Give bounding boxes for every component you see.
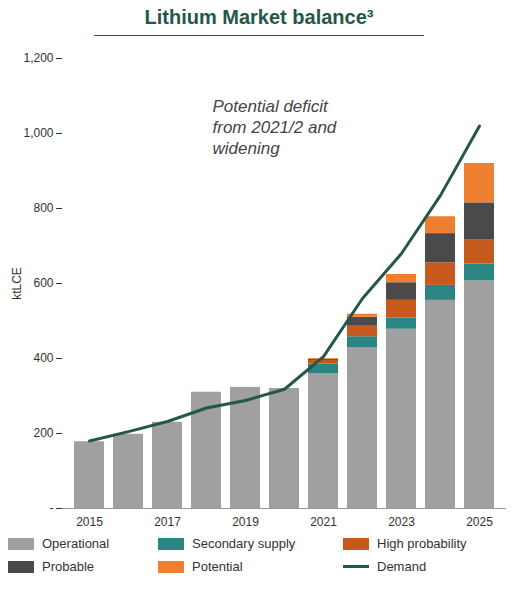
svg-text:-: - bbox=[50, 501, 54, 515]
svg-text:2021: 2021 bbox=[310, 515, 337, 529]
html-text:Operational: Operational bbox=[42, 536, 110, 551]
svg-text:200: 200 bbox=[33, 426, 53, 440]
html-text:Potential: Potential bbox=[192, 559, 243, 574]
html-text:High probability: High probability bbox=[377, 536, 467, 551]
svg-text:2019: 2019 bbox=[232, 515, 259, 529]
html-text:Lithium Market balance³: Lithium Market balance³ bbox=[144, 6, 374, 28]
svg-text:400: 400 bbox=[33, 351, 53, 365]
html-text:Probable: Probable bbox=[42, 559, 94, 574]
html-text:Demand: Demand bbox=[377, 559, 427, 574]
svg-text:2015: 2015 bbox=[76, 515, 103, 529]
html-text:Secondary supply: Secondary supply bbox=[192, 536, 296, 551]
svg-text:2017: 2017 bbox=[154, 515, 181, 529]
svg-text:1,200: 1,200 bbox=[23, 51, 53, 65]
svg-text:800: 800 bbox=[33, 201, 53, 215]
svg-text:1,000: 1,000 bbox=[23, 126, 53, 140]
svg-text:600: 600 bbox=[33, 276, 53, 290]
svg-text:2023: 2023 bbox=[388, 515, 415, 529]
svg-text:ktLCE: ktLCE bbox=[10, 267, 24, 300]
svg-text:Potential deficitfrom 2021/2 a: Potential deficitfrom 2021/2 andwidening bbox=[213, 97, 337, 158]
svg-text:2025: 2025 bbox=[466, 515, 493, 529]
